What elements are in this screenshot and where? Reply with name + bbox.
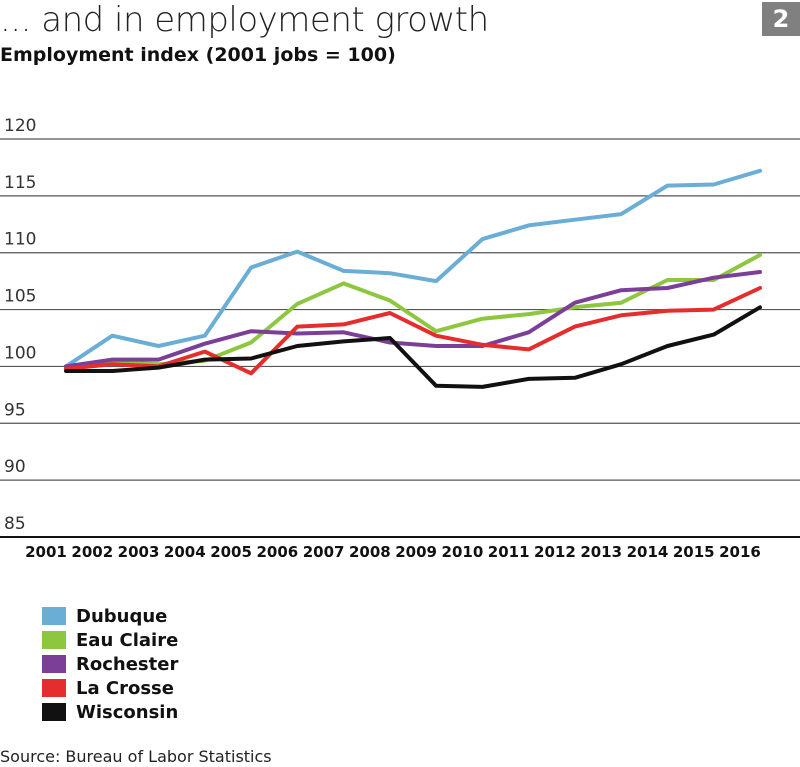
legend-item-rochester: Rochester: [42, 652, 178, 676]
x-tick-label: 2005: [210, 543, 252, 561]
legend-item-la-crosse: La Crosse: [42, 676, 178, 700]
legend-swatch: [42, 679, 66, 697]
series-line-rochester: [64, 270, 762, 369]
x-tick-label: 2006: [256, 543, 298, 561]
series-line-dubuque: [64, 168, 762, 369]
chart-subtitle: Employment index (2001 jobs = 100): [0, 44, 396, 66]
series-lines: [64, 168, 762, 389]
legend-label: Eau Claire: [76, 629, 179, 651]
x-tick-label: 2014: [627, 543, 669, 561]
x-tick-label: 2007: [303, 543, 345, 561]
x-axis-ticks: 2001 2002 2003 2004 2005 2006 2007 2008 2009 2010…: [25, 543, 761, 561]
x-tick-label: 2012: [534, 543, 576, 561]
source-note: Source: Bureau of Labor Statistics: [0, 747, 272, 766]
legend-label: La Crosse: [76, 677, 174, 699]
x-tick-label: 2009: [395, 543, 437, 561]
y-tick-label: 85: [4, 514, 26, 534]
x-tick-label: 2001: [25, 543, 67, 561]
legend-label: Rochester: [76, 653, 179, 675]
x-tick-label: 2003: [118, 543, 160, 561]
legend-swatch: [42, 703, 66, 721]
x-tick-label: 2011: [488, 543, 530, 561]
x-tick-label: 2002: [71, 543, 113, 561]
y-tick-label: 95: [4, 400, 26, 420]
series-line-wisconsin: [64, 305, 762, 389]
legend-swatch: [42, 655, 66, 673]
x-tick-label: 2008: [349, 543, 391, 561]
legend: Dubuque Eau Claire Rochester La Crosse Wisco…: [42, 604, 178, 724]
legend-label: Dubuque: [76, 605, 168, 627]
legend-item-dubuque: Dubuque: [42, 604, 178, 628]
series-line-la-crosse: [64, 286, 762, 376]
y-tick-label: 90: [4, 457, 26, 477]
legend-swatch: [42, 631, 66, 649]
x-tick-label: 2010: [442, 543, 484, 561]
legend-item-wisconsin: Wisconsin: [42, 700, 178, 724]
legend-item-eau-claire: Eau Claire: [42, 628, 178, 652]
figure-number-badge: 2: [762, 2, 800, 36]
x-tick-label: 2016: [719, 543, 761, 561]
y-axis-ticks: 85 90 95 100 105 110 115 120: [4, 116, 36, 534]
chart-title: ... and in employment growth: [0, 0, 489, 40]
x-tick-label: 2004: [164, 543, 206, 561]
legend-label: Wisconsin: [76, 701, 179, 723]
y-tick-label: 105: [4, 287, 36, 307]
y-tick-label: 100: [4, 343, 36, 363]
y-tick-label: 110: [4, 230, 36, 250]
y-tick-label: 120: [4, 116, 36, 136]
y-tick-label: 115: [4, 173, 36, 193]
x-tick-label: 2013: [580, 543, 622, 561]
legend-swatch: [42, 607, 66, 625]
x-tick-label: 2015: [673, 543, 715, 561]
